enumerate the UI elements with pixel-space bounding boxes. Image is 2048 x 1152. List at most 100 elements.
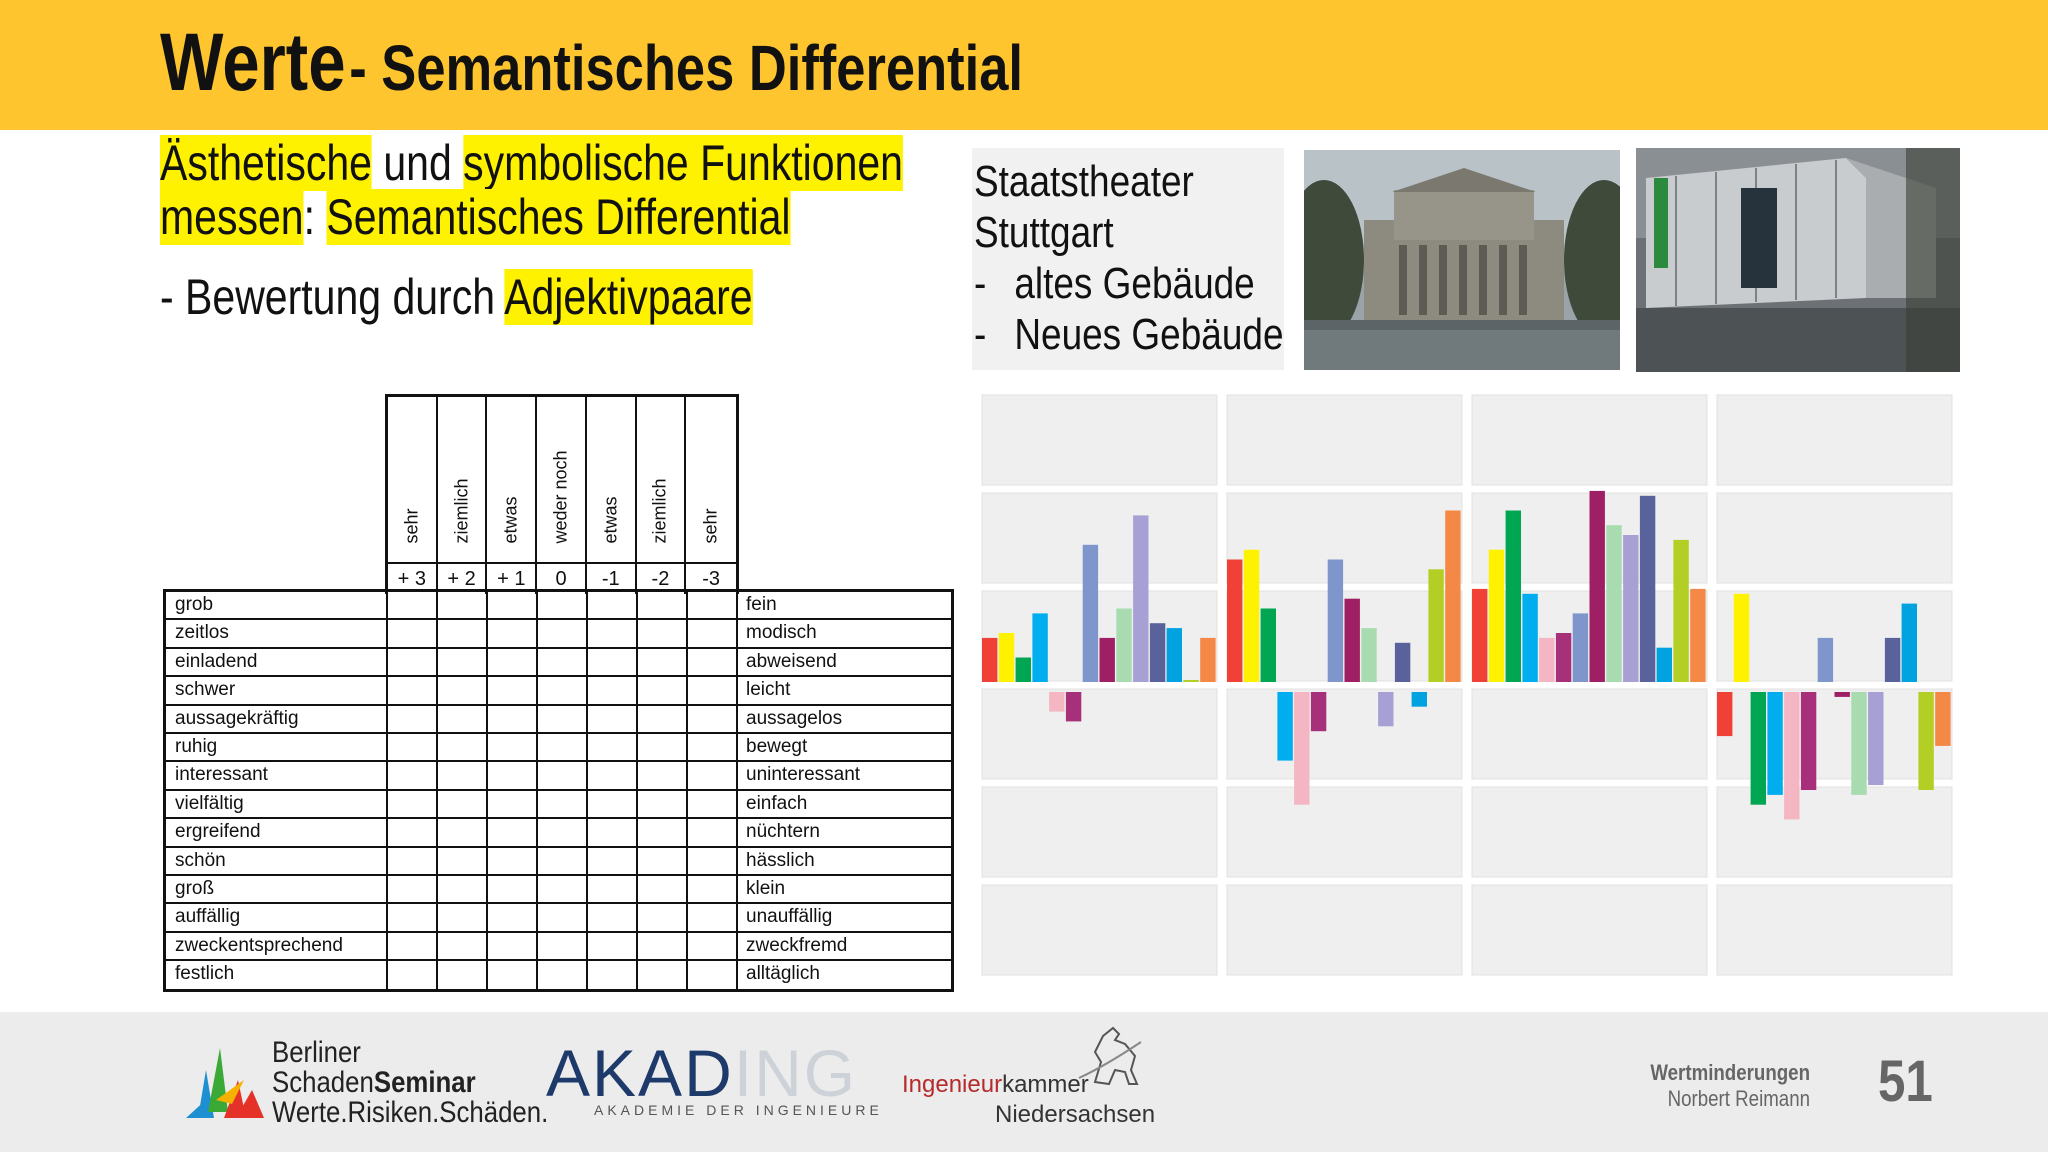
rating-cell[interactable]	[588, 819, 638, 846]
rating-cell[interactable]	[488, 790, 538, 818]
rating-cell[interactable]	[388, 733, 438, 761]
rating-cell[interactable]	[688, 875, 738, 903]
rating-cell[interactable]	[588, 961, 638, 990]
rating-cell[interactable]	[688, 932, 738, 960]
rating-cell[interactable]	[488, 847, 538, 874]
rating-cell[interactable]	[538, 932, 588, 960]
rating-cell[interactable]	[538, 705, 588, 732]
rating-cell[interactable]	[638, 932, 688, 960]
rating-cell[interactable]	[488, 620, 538, 647]
rating-cell[interactable]	[388, 790, 438, 818]
rating-cell[interactable]	[538, 875, 588, 903]
rating-cell[interactable]	[588, 904, 638, 931]
rating-cell[interactable]	[538, 733, 588, 761]
rating-cell[interactable]	[388, 677, 438, 704]
rating-cell[interactable]	[638, 847, 688, 874]
rating-cell[interactable]	[388, 847, 438, 874]
rating-cell[interactable]	[438, 932, 488, 960]
rating-cell[interactable]	[588, 762, 638, 789]
rating-cell[interactable]	[588, 620, 638, 647]
rating-cell[interactable]	[688, 790, 738, 818]
rating-cell[interactable]	[438, 733, 488, 761]
rating-cell[interactable]	[688, 705, 738, 732]
rating-cell[interactable]	[388, 875, 438, 903]
rating-cell[interactable]	[488, 733, 538, 761]
chart-bar	[1656, 647, 1672, 682]
rating-cell[interactable]	[488, 932, 538, 960]
rating-cell[interactable]	[588, 790, 638, 818]
rating-cell[interactable]	[638, 620, 688, 647]
rating-cell[interactable]	[538, 904, 588, 931]
rating-cell[interactable]	[638, 762, 688, 789]
rating-cell[interactable]	[488, 592, 538, 619]
rating-cell[interactable]	[488, 648, 538, 676]
rating-cell[interactable]	[638, 733, 688, 761]
rating-cell[interactable]	[438, 620, 488, 647]
rating-cell[interactable]	[488, 705, 538, 732]
rating-cell[interactable]	[688, 648, 738, 676]
rating-cell[interactable]	[588, 677, 638, 704]
rating-cell[interactable]	[588, 592, 638, 619]
rating-cell[interactable]	[388, 648, 438, 676]
rating-cell[interactable]	[388, 819, 438, 846]
rating-cell[interactable]	[388, 592, 438, 619]
grid-band	[1471, 786, 1708, 878]
rating-cell[interactable]	[388, 762, 438, 789]
rating-cell[interactable]	[488, 819, 538, 846]
rating-cell[interactable]	[588, 875, 638, 903]
rating-cell[interactable]	[588, 847, 638, 874]
rating-cell[interactable]	[538, 620, 588, 647]
rating-cell[interactable]	[638, 592, 688, 619]
rating-cell[interactable]	[638, 677, 688, 704]
rating-cell[interactable]	[638, 790, 688, 818]
rating-cell[interactable]	[638, 875, 688, 903]
rating-cell[interactable]	[538, 592, 588, 619]
rating-cell[interactable]	[538, 762, 588, 789]
rating-cell[interactable]	[688, 733, 738, 761]
rating-cell[interactable]	[538, 648, 588, 676]
rating-cell[interactable]	[438, 875, 488, 903]
rating-cell[interactable]	[438, 961, 488, 990]
rating-cell[interactable]	[438, 592, 488, 619]
rating-cell[interactable]	[688, 819, 738, 846]
rating-cell[interactable]	[588, 648, 638, 676]
rating-cell[interactable]	[388, 620, 438, 647]
rating-cell[interactable]	[438, 705, 488, 732]
rating-cell[interactable]	[538, 819, 588, 846]
rating-cell[interactable]	[688, 961, 738, 990]
rating-cell[interactable]	[488, 677, 538, 704]
rating-cell[interactable]	[538, 961, 588, 990]
rating-cell[interactable]	[638, 819, 688, 846]
rating-cell[interactable]	[688, 620, 738, 647]
rating-cell[interactable]	[538, 847, 588, 874]
rating-cell[interactable]	[438, 648, 488, 676]
rating-cell[interactable]	[638, 648, 688, 676]
rating-cell[interactable]	[588, 733, 638, 761]
rating-cell[interactable]	[588, 705, 638, 732]
rating-cell[interactable]	[688, 762, 738, 789]
rating-cell[interactable]	[488, 961, 538, 990]
rating-cell[interactable]	[638, 961, 688, 990]
rating-cell[interactable]	[688, 677, 738, 704]
rating-cell[interactable]	[538, 677, 588, 704]
rating-cell[interactable]	[688, 904, 738, 931]
rating-cell[interactable]	[438, 762, 488, 789]
rating-cell[interactable]	[388, 961, 438, 990]
rating-cell[interactable]	[688, 847, 738, 874]
rating-cell[interactable]	[538, 790, 588, 818]
rating-cell[interactable]	[388, 705, 438, 732]
rating-cell[interactable]	[438, 904, 488, 931]
rating-cell[interactable]	[688, 592, 738, 619]
rating-cell[interactable]	[388, 904, 438, 931]
rating-cell[interactable]	[588, 932, 638, 960]
rating-cell[interactable]	[638, 705, 688, 732]
rating-cell[interactable]	[638, 904, 688, 931]
rating-cell[interactable]	[388, 932, 438, 960]
rating-cell[interactable]	[438, 847, 488, 874]
rating-cell[interactable]	[488, 904, 538, 931]
rating-cell[interactable]	[438, 677, 488, 704]
rating-cell[interactable]	[488, 875, 538, 903]
rating-cell[interactable]	[438, 790, 488, 818]
rating-cell[interactable]	[438, 819, 488, 846]
rating-cell[interactable]	[488, 762, 538, 789]
